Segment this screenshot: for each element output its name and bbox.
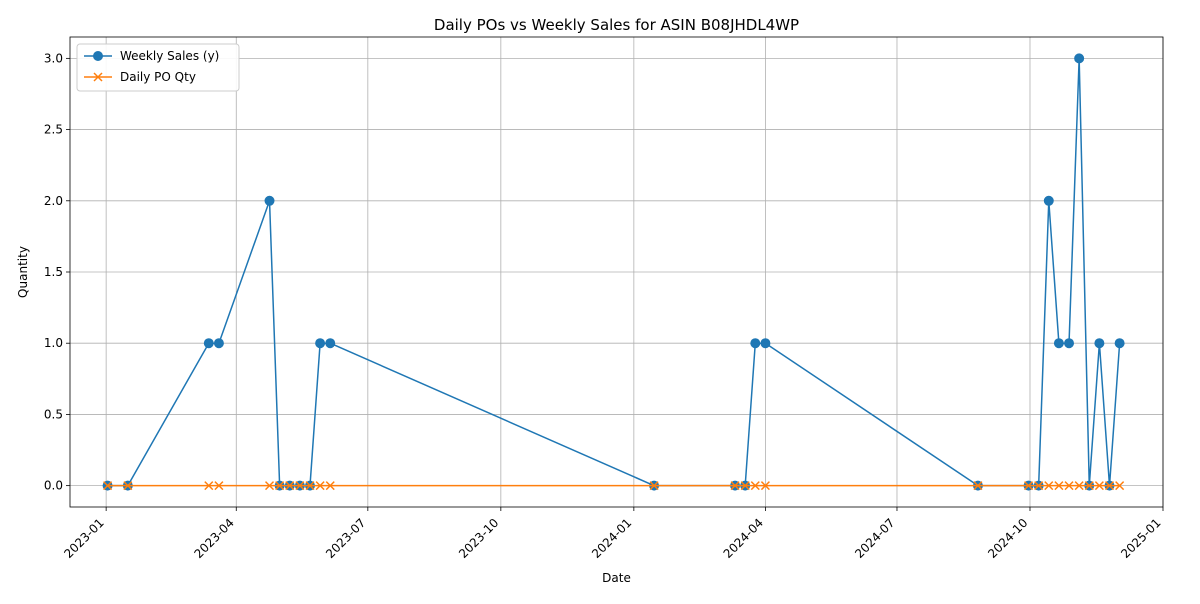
data-point xyxy=(1054,481,1064,491)
data-point xyxy=(213,338,224,349)
y-tick-label: 0.0 xyxy=(44,479,63,493)
data-point xyxy=(973,481,983,491)
series-layer xyxy=(102,53,1125,491)
data-point xyxy=(1074,481,1084,491)
y-tick-label: 1.5 xyxy=(44,265,63,279)
data-point xyxy=(264,481,275,491)
y-tick-label: 3.0 xyxy=(44,51,63,65)
y-axis-title: Quantity xyxy=(16,246,30,298)
y-tick-label: 0.5 xyxy=(44,407,63,421)
series-daily-po-qty xyxy=(103,481,1125,491)
y-tick-label: 2.0 xyxy=(44,194,63,208)
data-point xyxy=(123,481,133,491)
data-point xyxy=(1074,53,1085,64)
data-point xyxy=(275,481,285,491)
y-axis-ticks: 0.0 0.5 1.0 1.5 2.0 2.5 3.0 xyxy=(44,51,70,493)
data-point xyxy=(1114,338,1125,349)
data-point xyxy=(325,338,336,349)
data-point xyxy=(1024,481,1034,491)
data-point xyxy=(1104,481,1115,491)
data-point xyxy=(305,481,315,491)
legend-label: Daily PO Qty xyxy=(120,70,196,84)
data-point xyxy=(1053,338,1064,349)
legend-marker xyxy=(93,51,103,61)
data-point xyxy=(1084,481,1094,491)
grid-layer xyxy=(70,37,1164,507)
legend-item: Weekly Sales (y) xyxy=(84,49,219,63)
data-point xyxy=(1064,481,1074,491)
legend-label: Weekly Sales (y) xyxy=(120,49,219,63)
data-point xyxy=(1034,481,1044,491)
legend-box xyxy=(76,43,240,92)
chart-title: Daily POs vs Weekly Sales for ASIN B08JH… xyxy=(434,16,799,34)
data-point xyxy=(1094,338,1105,349)
legend-item: Daily PO Qty xyxy=(84,70,196,84)
data-point xyxy=(325,481,335,491)
data-point xyxy=(649,481,659,491)
data-point xyxy=(1115,481,1125,491)
data-point xyxy=(760,338,771,349)
data-point xyxy=(315,481,325,491)
data-point xyxy=(214,481,224,491)
legend: Weekly Sales (y) Daily PO Qty xyxy=(76,43,240,92)
data-point xyxy=(264,195,275,206)
data-point xyxy=(285,481,295,491)
data-point xyxy=(730,481,740,491)
data-point xyxy=(204,481,214,491)
data-point xyxy=(295,481,305,491)
data-point xyxy=(1043,195,1054,206)
data-point xyxy=(1094,481,1104,491)
y-tick-label: 1.0 xyxy=(44,336,63,350)
data-point xyxy=(1064,338,1075,349)
x-axis-title: Date xyxy=(602,571,631,585)
data-point xyxy=(203,338,214,349)
data-point xyxy=(740,481,750,491)
data-point xyxy=(103,481,113,491)
y-tick-label: 2.5 xyxy=(44,123,63,137)
legend-marker xyxy=(93,72,103,82)
data-point xyxy=(760,481,770,491)
data-point xyxy=(750,481,760,491)
data-point xyxy=(1044,481,1054,491)
data-point xyxy=(315,338,326,349)
data-point xyxy=(750,338,761,349)
